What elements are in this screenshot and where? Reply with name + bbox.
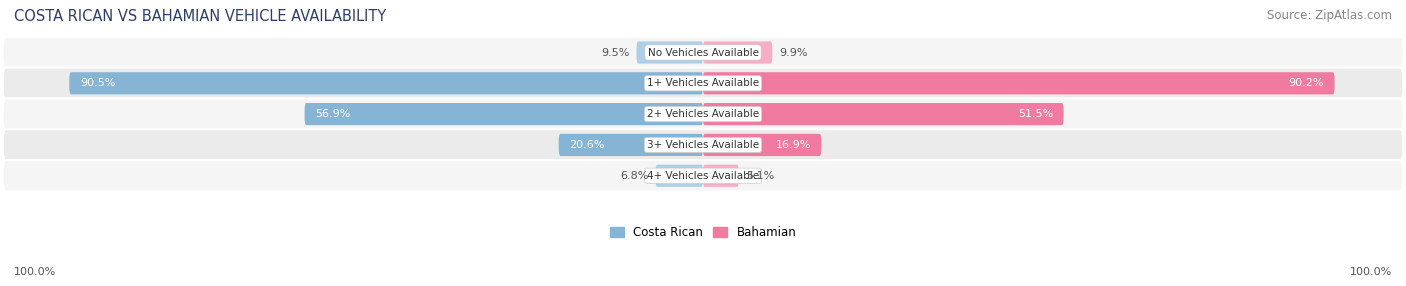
Text: 51.5%: 51.5% — [1018, 109, 1053, 119]
FancyBboxPatch shape — [703, 134, 821, 156]
FancyBboxPatch shape — [703, 103, 1063, 125]
FancyBboxPatch shape — [655, 165, 703, 187]
FancyBboxPatch shape — [3, 37, 1403, 68]
Text: 2+ Vehicles Available: 2+ Vehicles Available — [647, 109, 759, 119]
Text: 100.0%: 100.0% — [14, 267, 56, 277]
Text: Source: ZipAtlas.com: Source: ZipAtlas.com — [1267, 9, 1392, 21]
FancyBboxPatch shape — [3, 98, 1403, 130]
FancyBboxPatch shape — [703, 72, 1334, 94]
FancyBboxPatch shape — [305, 103, 703, 125]
Text: 16.9%: 16.9% — [776, 140, 811, 150]
FancyBboxPatch shape — [3, 67, 1403, 99]
FancyBboxPatch shape — [703, 165, 738, 187]
Text: 90.2%: 90.2% — [1288, 78, 1324, 88]
FancyBboxPatch shape — [3, 160, 1403, 191]
Text: 56.9%: 56.9% — [315, 109, 350, 119]
Legend: Costa Rican, Bahamian: Costa Rican, Bahamian — [605, 221, 801, 244]
Text: 100.0%: 100.0% — [1350, 267, 1392, 277]
FancyBboxPatch shape — [637, 41, 703, 63]
FancyBboxPatch shape — [703, 41, 772, 63]
FancyBboxPatch shape — [558, 134, 703, 156]
Text: 9.5%: 9.5% — [602, 47, 630, 57]
Text: 90.5%: 90.5% — [80, 78, 115, 88]
FancyBboxPatch shape — [69, 72, 703, 94]
Text: COSTA RICAN VS BAHAMIAN VEHICLE AVAILABILITY: COSTA RICAN VS BAHAMIAN VEHICLE AVAILABI… — [14, 9, 387, 23]
Text: 1+ Vehicles Available: 1+ Vehicles Available — [647, 78, 759, 88]
Text: 5.1%: 5.1% — [745, 171, 773, 181]
Text: No Vehicles Available: No Vehicles Available — [648, 47, 758, 57]
Text: 9.9%: 9.9% — [779, 47, 808, 57]
Text: 3+ Vehicles Available: 3+ Vehicles Available — [647, 140, 759, 150]
FancyBboxPatch shape — [3, 129, 1403, 161]
Text: 20.6%: 20.6% — [569, 140, 605, 150]
Text: 4+ Vehicles Available: 4+ Vehicles Available — [647, 171, 759, 181]
Text: 6.8%: 6.8% — [620, 171, 648, 181]
